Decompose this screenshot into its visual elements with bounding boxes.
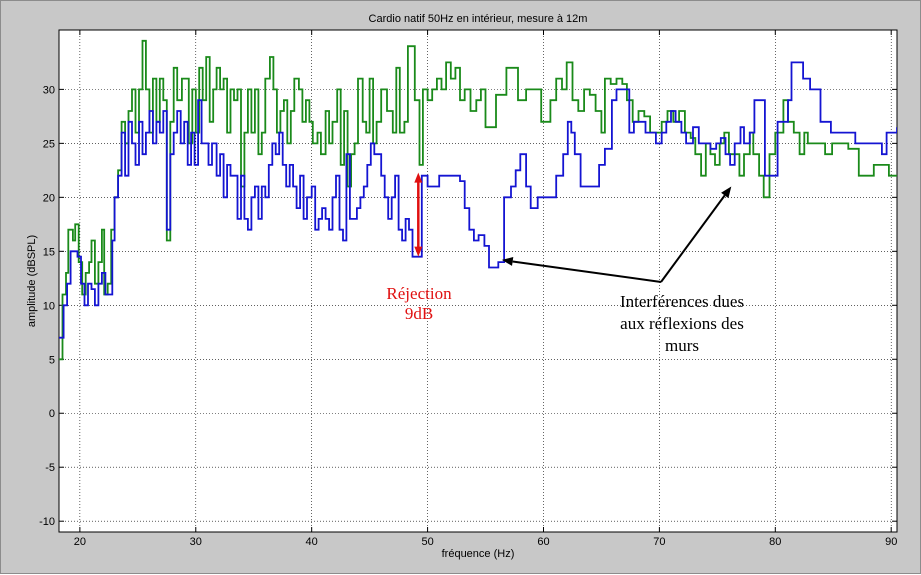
x-tick-label: 30 (190, 536, 202, 548)
x-axis: 20 30 40 50 60 70 80 90 (74, 30, 897, 548)
rejection-label: 9dB (405, 304, 433, 323)
series-blue-line (59, 61, 897, 339)
series-layer (59, 39, 897, 361)
y-tick-label: 30 (43, 84, 55, 96)
x-tick-label: 90 (885, 536, 897, 548)
x-tick-label: 60 (537, 536, 549, 548)
interference-label: Interférences dues (620, 292, 744, 311)
y-tick-label: 20 (43, 192, 55, 204)
x-tick-label: 20 (74, 536, 86, 548)
y-tick-label: -5 (45, 462, 55, 474)
interference-arrow-shaft (660, 194, 726, 283)
interference-arrow-head (501, 257, 514, 266)
interference-label: murs (665, 336, 699, 355)
y-tick-label: 5 (49, 354, 55, 366)
interference-arrow-shaft (512, 260, 662, 283)
x-tick-label: 80 (769, 536, 781, 548)
y-tick-label: 15 (43, 246, 55, 258)
series-green-line (59, 39, 897, 361)
x-tick-label: 50 (421, 536, 433, 548)
interference-arrow-head (721, 186, 732, 199)
y-tick-label: 0 (49, 408, 55, 420)
chart-title: Cardio natif 50Hz en intérieur, mesure à… (369, 13, 588, 25)
x-tick-label: 40 (306, 536, 318, 548)
y-tick-label: 25 (43, 138, 55, 150)
rejection-arrow-head-down (414, 246, 423, 257)
y-tick-label: 10 (43, 300, 55, 312)
interference-label: aux réflexions des (620, 314, 744, 333)
rejection-label: Réjection (386, 284, 452, 303)
rejection-arrow-head-up (414, 172, 423, 183)
x-axis-label: fréquence (Hz) (442, 548, 515, 560)
y-axis-label: amplitude (dBSPL) (26, 235, 38, 327)
y-tick-label: -10 (39, 516, 55, 528)
plot-area (58, 29, 898, 533)
x-tick-label: 70 (653, 536, 665, 548)
